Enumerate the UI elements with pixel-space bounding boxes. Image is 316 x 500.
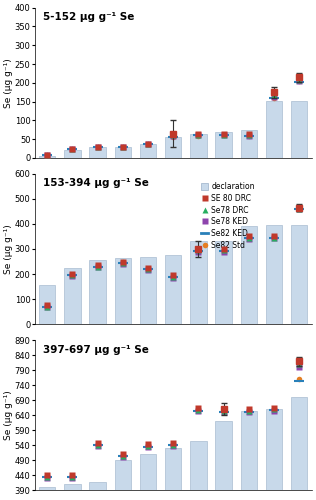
Y-axis label: Se (μg g⁻¹): Se (μg g⁻¹) (4, 390, 13, 440)
Bar (190, 134, 207, 158)
Bar (89, 148, 106, 158)
Bar (115, 258, 131, 324)
Bar (291, 101, 307, 158)
Bar (115, 146, 131, 158)
Bar (39, 286, 55, 324)
Bar (115, 460, 131, 490)
Bar (190, 440, 207, 490)
Bar (266, 225, 282, 324)
Bar (64, 484, 81, 490)
Text: 153-394 μg g⁻¹ Se: 153-394 μg g⁻¹ Se (43, 178, 149, 188)
Bar (165, 256, 181, 324)
Bar (165, 138, 181, 158)
Bar (140, 144, 156, 158)
Bar (241, 226, 257, 324)
Bar (39, 156, 55, 158)
Y-axis label: Se (μg g⁻¹): Se (μg g⁻¹) (4, 224, 13, 274)
Bar (291, 397, 307, 490)
Bar (140, 256, 156, 324)
Bar (216, 132, 232, 158)
Bar (64, 268, 81, 324)
Text: 397-697 μg g⁻¹ Se: 397-697 μg g⁻¹ Se (43, 344, 149, 354)
Bar (216, 421, 232, 490)
Bar (190, 242, 207, 324)
Bar (241, 410, 257, 490)
Bar (216, 242, 232, 324)
Bar (89, 260, 106, 324)
Bar (291, 225, 307, 324)
Legend: declaration, SE 80 DRC, Se78 DRC, Se78 KED, Se82 KED, Se82 Std: declaration, SE 80 DRC, Se78 DRC, Se78 K… (199, 180, 257, 251)
Bar (266, 101, 282, 158)
Bar (140, 454, 156, 490)
Bar (64, 150, 81, 158)
Bar (89, 482, 106, 490)
Text: 5-152 μg g⁻¹ Se: 5-152 μg g⁻¹ Se (43, 12, 134, 22)
Y-axis label: Se (μg g⁻¹): Se (μg g⁻¹) (4, 58, 13, 108)
Bar (241, 130, 257, 158)
Bar (266, 409, 282, 490)
Bar (39, 488, 55, 490)
Bar (165, 448, 181, 490)
